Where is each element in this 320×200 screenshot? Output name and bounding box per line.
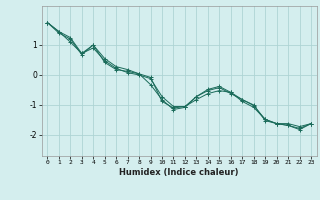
X-axis label: Humidex (Indice chaleur): Humidex (Indice chaleur) [119,168,239,177]
